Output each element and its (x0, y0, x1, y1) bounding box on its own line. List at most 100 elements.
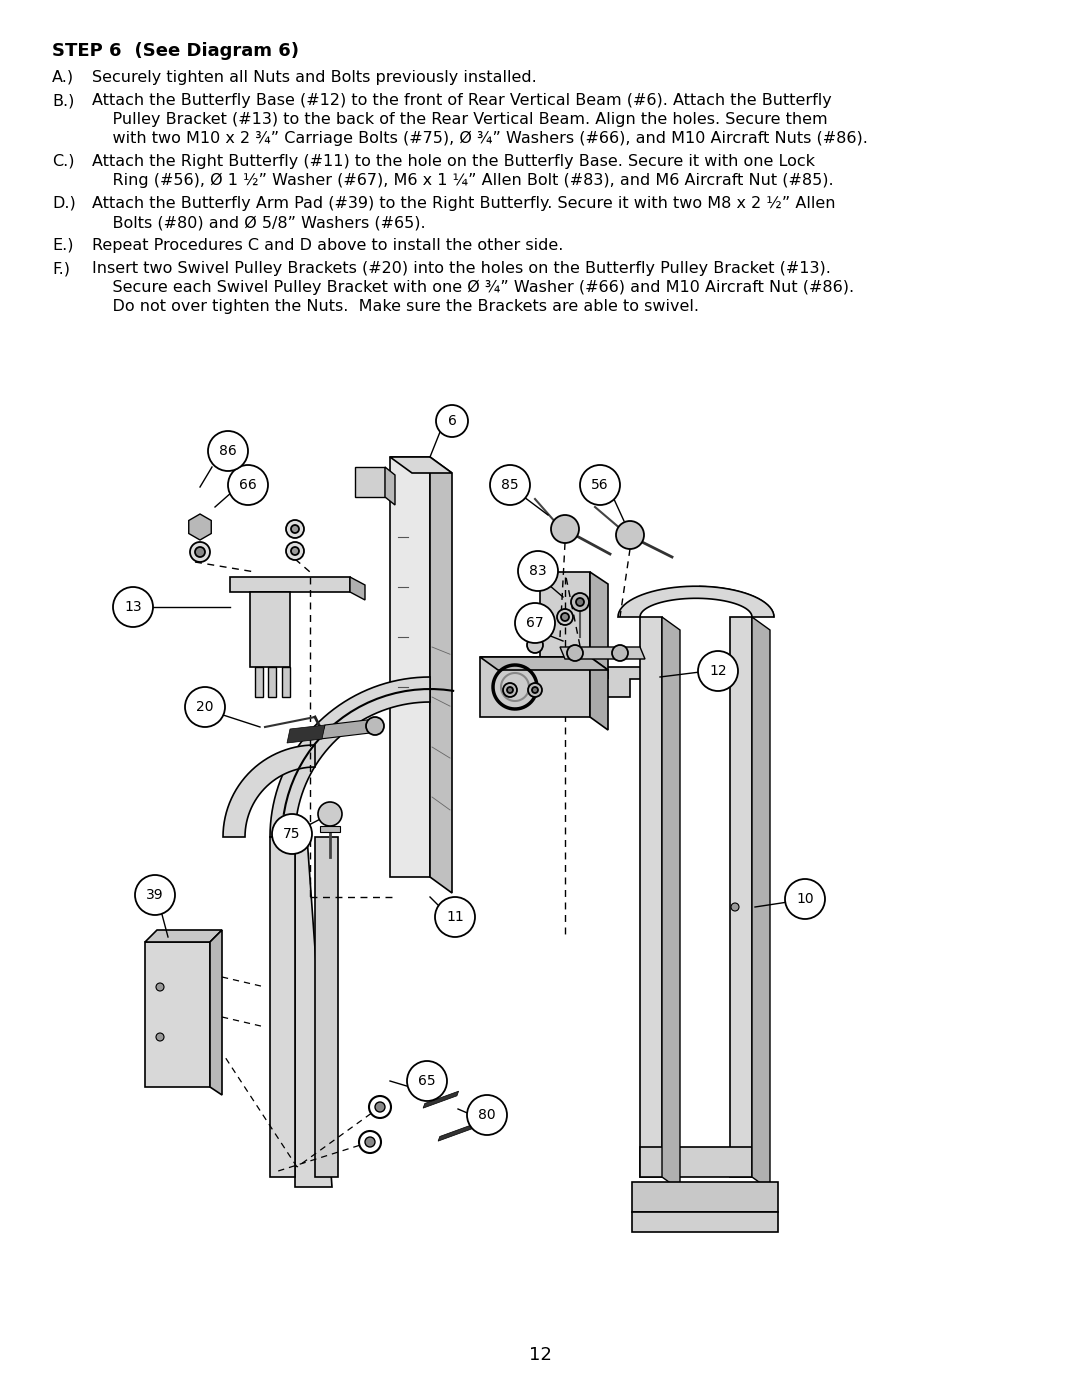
Circle shape (612, 645, 627, 661)
Polygon shape (145, 942, 210, 1087)
Text: 12: 12 (528, 1345, 552, 1363)
Polygon shape (390, 457, 453, 474)
Text: Securely tighten all Nuts and Bolts previously installed.: Securely tighten all Nuts and Bolts prev… (92, 70, 537, 85)
Polygon shape (210, 930, 222, 1095)
Text: 67: 67 (526, 616, 544, 630)
Polygon shape (230, 577, 350, 592)
Circle shape (571, 592, 589, 610)
Text: Ring (#56), Ø 1 ½” Washer (#67), M6 x 1 ¼” Allen Bolt (#83), and M6 Aircraft Nut: Ring (#56), Ø 1 ½” Washer (#67), M6 x 1 … (92, 173, 834, 189)
Circle shape (375, 1102, 384, 1112)
Polygon shape (490, 666, 660, 697)
Circle shape (135, 875, 175, 915)
Circle shape (557, 609, 573, 624)
Circle shape (467, 1095, 507, 1134)
Text: 83: 83 (529, 564, 546, 578)
Text: Secure each Swivel Pulley Bracket with one Ø ¾” Washer (#66) and M10 Aircraft Nu: Secure each Swivel Pulley Bracket with o… (92, 279, 854, 295)
Circle shape (318, 802, 342, 826)
Circle shape (731, 902, 739, 911)
Polygon shape (270, 837, 295, 1178)
Circle shape (503, 683, 517, 697)
Polygon shape (320, 719, 375, 739)
Polygon shape (699, 587, 774, 617)
Circle shape (272, 814, 312, 854)
Circle shape (195, 548, 205, 557)
Polygon shape (320, 826, 340, 833)
Circle shape (580, 465, 620, 504)
Text: Attach the Right Butterfly (#11) to the hole on the Butterfly Base. Secure it wi: Attach the Right Butterfly (#11) to the … (92, 154, 815, 169)
Polygon shape (268, 666, 276, 697)
Text: A.): A.) (52, 70, 75, 85)
Polygon shape (438, 1125, 474, 1141)
Circle shape (185, 687, 225, 726)
Polygon shape (319, 724, 335, 742)
Circle shape (190, 542, 210, 562)
Text: Attach the Butterfly Arm Pad (#39) to the Right Butterfly. Secure it with two M8: Attach the Butterfly Arm Pad (#39) to th… (92, 196, 836, 211)
Polygon shape (590, 657, 608, 731)
Text: 13: 13 (124, 599, 141, 615)
Circle shape (561, 613, 569, 622)
Text: 10: 10 (796, 893, 814, 907)
Text: 86: 86 (219, 444, 237, 458)
Text: Bolts (#80) and Ø 5/8” Washers (#65).: Bolts (#80) and Ø 5/8” Washers (#65). (92, 215, 426, 231)
Text: E.): E.) (52, 237, 73, 253)
Text: B.): B.) (52, 94, 75, 108)
Polygon shape (390, 457, 430, 877)
Circle shape (286, 542, 303, 560)
Polygon shape (480, 657, 608, 671)
Circle shape (551, 515, 579, 543)
Text: 85: 85 (501, 478, 518, 492)
Circle shape (616, 521, 644, 549)
Text: (See Diagram 6): (See Diagram 6) (122, 42, 299, 60)
Text: with two M10 x 2 ¾” Carriage Bolts (#75), Ø ¾” Washers (#66), and M10 Aircraft N: with two M10 x 2 ¾” Carriage Bolts (#75)… (92, 131, 868, 147)
Circle shape (576, 598, 584, 606)
Polygon shape (423, 1091, 459, 1108)
Circle shape (527, 637, 543, 652)
Polygon shape (632, 1182, 778, 1213)
Polygon shape (632, 1213, 778, 1232)
Text: F.): F.) (52, 261, 70, 277)
Text: 56: 56 (591, 478, 609, 492)
Text: 75: 75 (283, 827, 300, 841)
Circle shape (515, 604, 555, 643)
Circle shape (156, 1032, 164, 1041)
Polygon shape (730, 617, 752, 1178)
Polygon shape (355, 467, 384, 497)
Circle shape (359, 1132, 381, 1153)
Polygon shape (660, 666, 678, 710)
Text: Pulley Bracket (#13) to the back of the Rear Vertical Beam. Align the holes. Sec: Pulley Bracket (#13) to the back of the … (92, 112, 827, 127)
Polygon shape (662, 617, 680, 1190)
Polygon shape (270, 678, 430, 837)
Circle shape (113, 587, 153, 627)
Circle shape (156, 983, 164, 990)
Polygon shape (384, 467, 395, 504)
Text: 39: 39 (146, 888, 164, 902)
Polygon shape (350, 577, 365, 599)
Text: 20: 20 (197, 700, 214, 714)
Polygon shape (145, 930, 222, 942)
Circle shape (528, 683, 542, 697)
Circle shape (228, 465, 268, 504)
Polygon shape (561, 647, 645, 659)
Circle shape (208, 432, 248, 471)
Text: Attach the Butterfly Base (#12) to the front of Rear Vertical Beam (#6). Attach : Attach the Butterfly Base (#12) to the f… (92, 94, 832, 108)
Circle shape (291, 548, 299, 555)
Polygon shape (222, 745, 315, 837)
Polygon shape (249, 592, 291, 666)
Circle shape (407, 1060, 447, 1101)
Circle shape (532, 687, 538, 693)
Text: 80: 80 (478, 1108, 496, 1122)
Polygon shape (315, 837, 338, 1178)
Text: STEP 6: STEP 6 (52, 42, 121, 60)
Polygon shape (430, 457, 453, 893)
Circle shape (286, 520, 303, 538)
Polygon shape (480, 657, 590, 717)
Circle shape (436, 405, 468, 437)
Polygon shape (640, 617, 662, 1178)
Polygon shape (618, 587, 774, 617)
Circle shape (698, 651, 738, 692)
Polygon shape (287, 725, 325, 743)
Circle shape (567, 645, 583, 661)
Text: 11: 11 (446, 909, 464, 923)
Polygon shape (752, 617, 770, 1190)
Text: C.): C.) (52, 154, 75, 169)
